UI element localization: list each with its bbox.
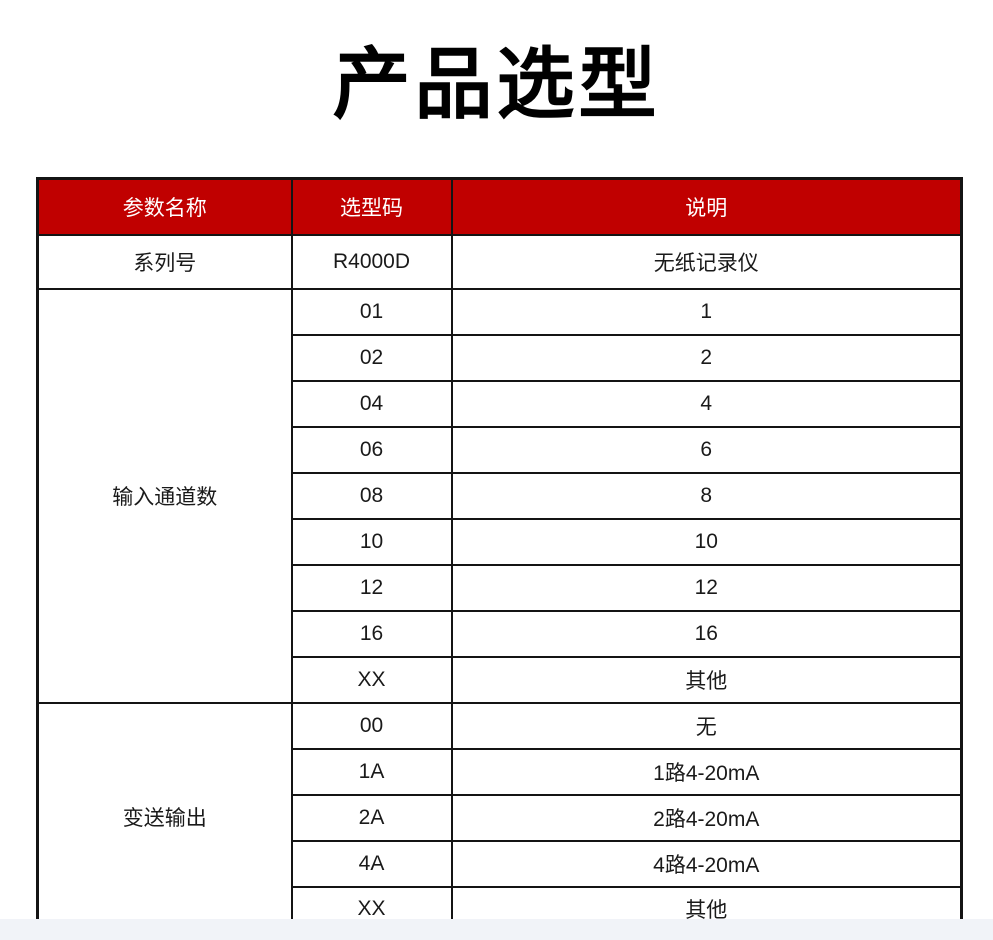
desc-cell: 1 [450, 287, 963, 336]
table-row: 06 6 [38, 425, 963, 474]
code-cell: 08 [290, 471, 453, 520]
desc-cell: 无 [450, 701, 963, 750]
column-header-selection-code: 选型码 [290, 177, 453, 236]
table-row: 4A 4路4-20mA [38, 839, 963, 888]
table-row: XX 其他 [38, 655, 963, 704]
code-cell: 10 [290, 517, 453, 566]
table-row: 10 10 [38, 517, 963, 566]
desc-cell: 1路4-20mA [450, 747, 963, 796]
column-header-description: 说明 [450, 177, 963, 236]
code-cell: 06 [290, 425, 453, 474]
code-cell: 00 [290, 701, 453, 750]
code-cell: R4000D [290, 233, 453, 290]
desc-cell: 12 [450, 563, 963, 612]
desc-cell: 6 [450, 425, 963, 474]
table-header-row: 参数名称 选型码 说明 [36, 177, 963, 236]
code-cell: 16 [290, 609, 453, 658]
desc-cell: 4路4-20mA [450, 839, 963, 888]
table-row: 02 2 [38, 333, 963, 382]
code-cell: 2A [290, 793, 453, 842]
code-cell: 02 [290, 333, 453, 382]
desc-cell: 16 [450, 609, 963, 658]
desc-cell: 4 [450, 379, 963, 428]
table-row: 系列号 R4000D 无纸记录仪 [36, 233, 963, 290]
code-cell: XX [290, 655, 453, 704]
desc-cell: 8 [450, 471, 963, 520]
page-title: 产品选型 [332, 40, 661, 128]
code-cell: 12 [290, 563, 453, 612]
table-row: 08 8 [38, 471, 963, 520]
code-cell: 4A [290, 839, 453, 888]
section-label-transmit-output: 变送输出 [36, 701, 293, 934]
desc-cell: 2路4-20mA [450, 793, 963, 842]
section-label-input-channels: 输入通道数 [36, 287, 293, 704]
table-row: 12 12 [38, 563, 963, 612]
section-label-series: 系列号 [36, 233, 293, 290]
bottom-strip [0, 919, 993, 940]
table-row: 输入通道数 01 1 [36, 287, 963, 704]
table-row: 16 16 [38, 609, 963, 658]
product-selection-table: 参数名称 选型码 说明 系列号 R4000D 无纸记录仪 输入通道数 01 1 … [36, 177, 963, 934]
table-row: 变送输出 00 无 [36, 701, 963, 934]
table-row: 1A 1路4-20mA [38, 747, 963, 796]
column-header-param-name: 参数名称 [36, 177, 293, 236]
desc-cell: 10 [450, 517, 963, 566]
desc-cell: 无纸记录仪 [450, 233, 963, 290]
code-cell: 01 [290, 287, 453, 336]
desc-cell: 其他 [450, 655, 963, 704]
code-cell: 1A [290, 747, 453, 796]
table-row: 04 4 [38, 379, 963, 428]
desc-cell: 2 [450, 333, 963, 382]
code-cell: 04 [290, 379, 453, 428]
table-row: 2A 2路4-20mA [38, 793, 963, 842]
